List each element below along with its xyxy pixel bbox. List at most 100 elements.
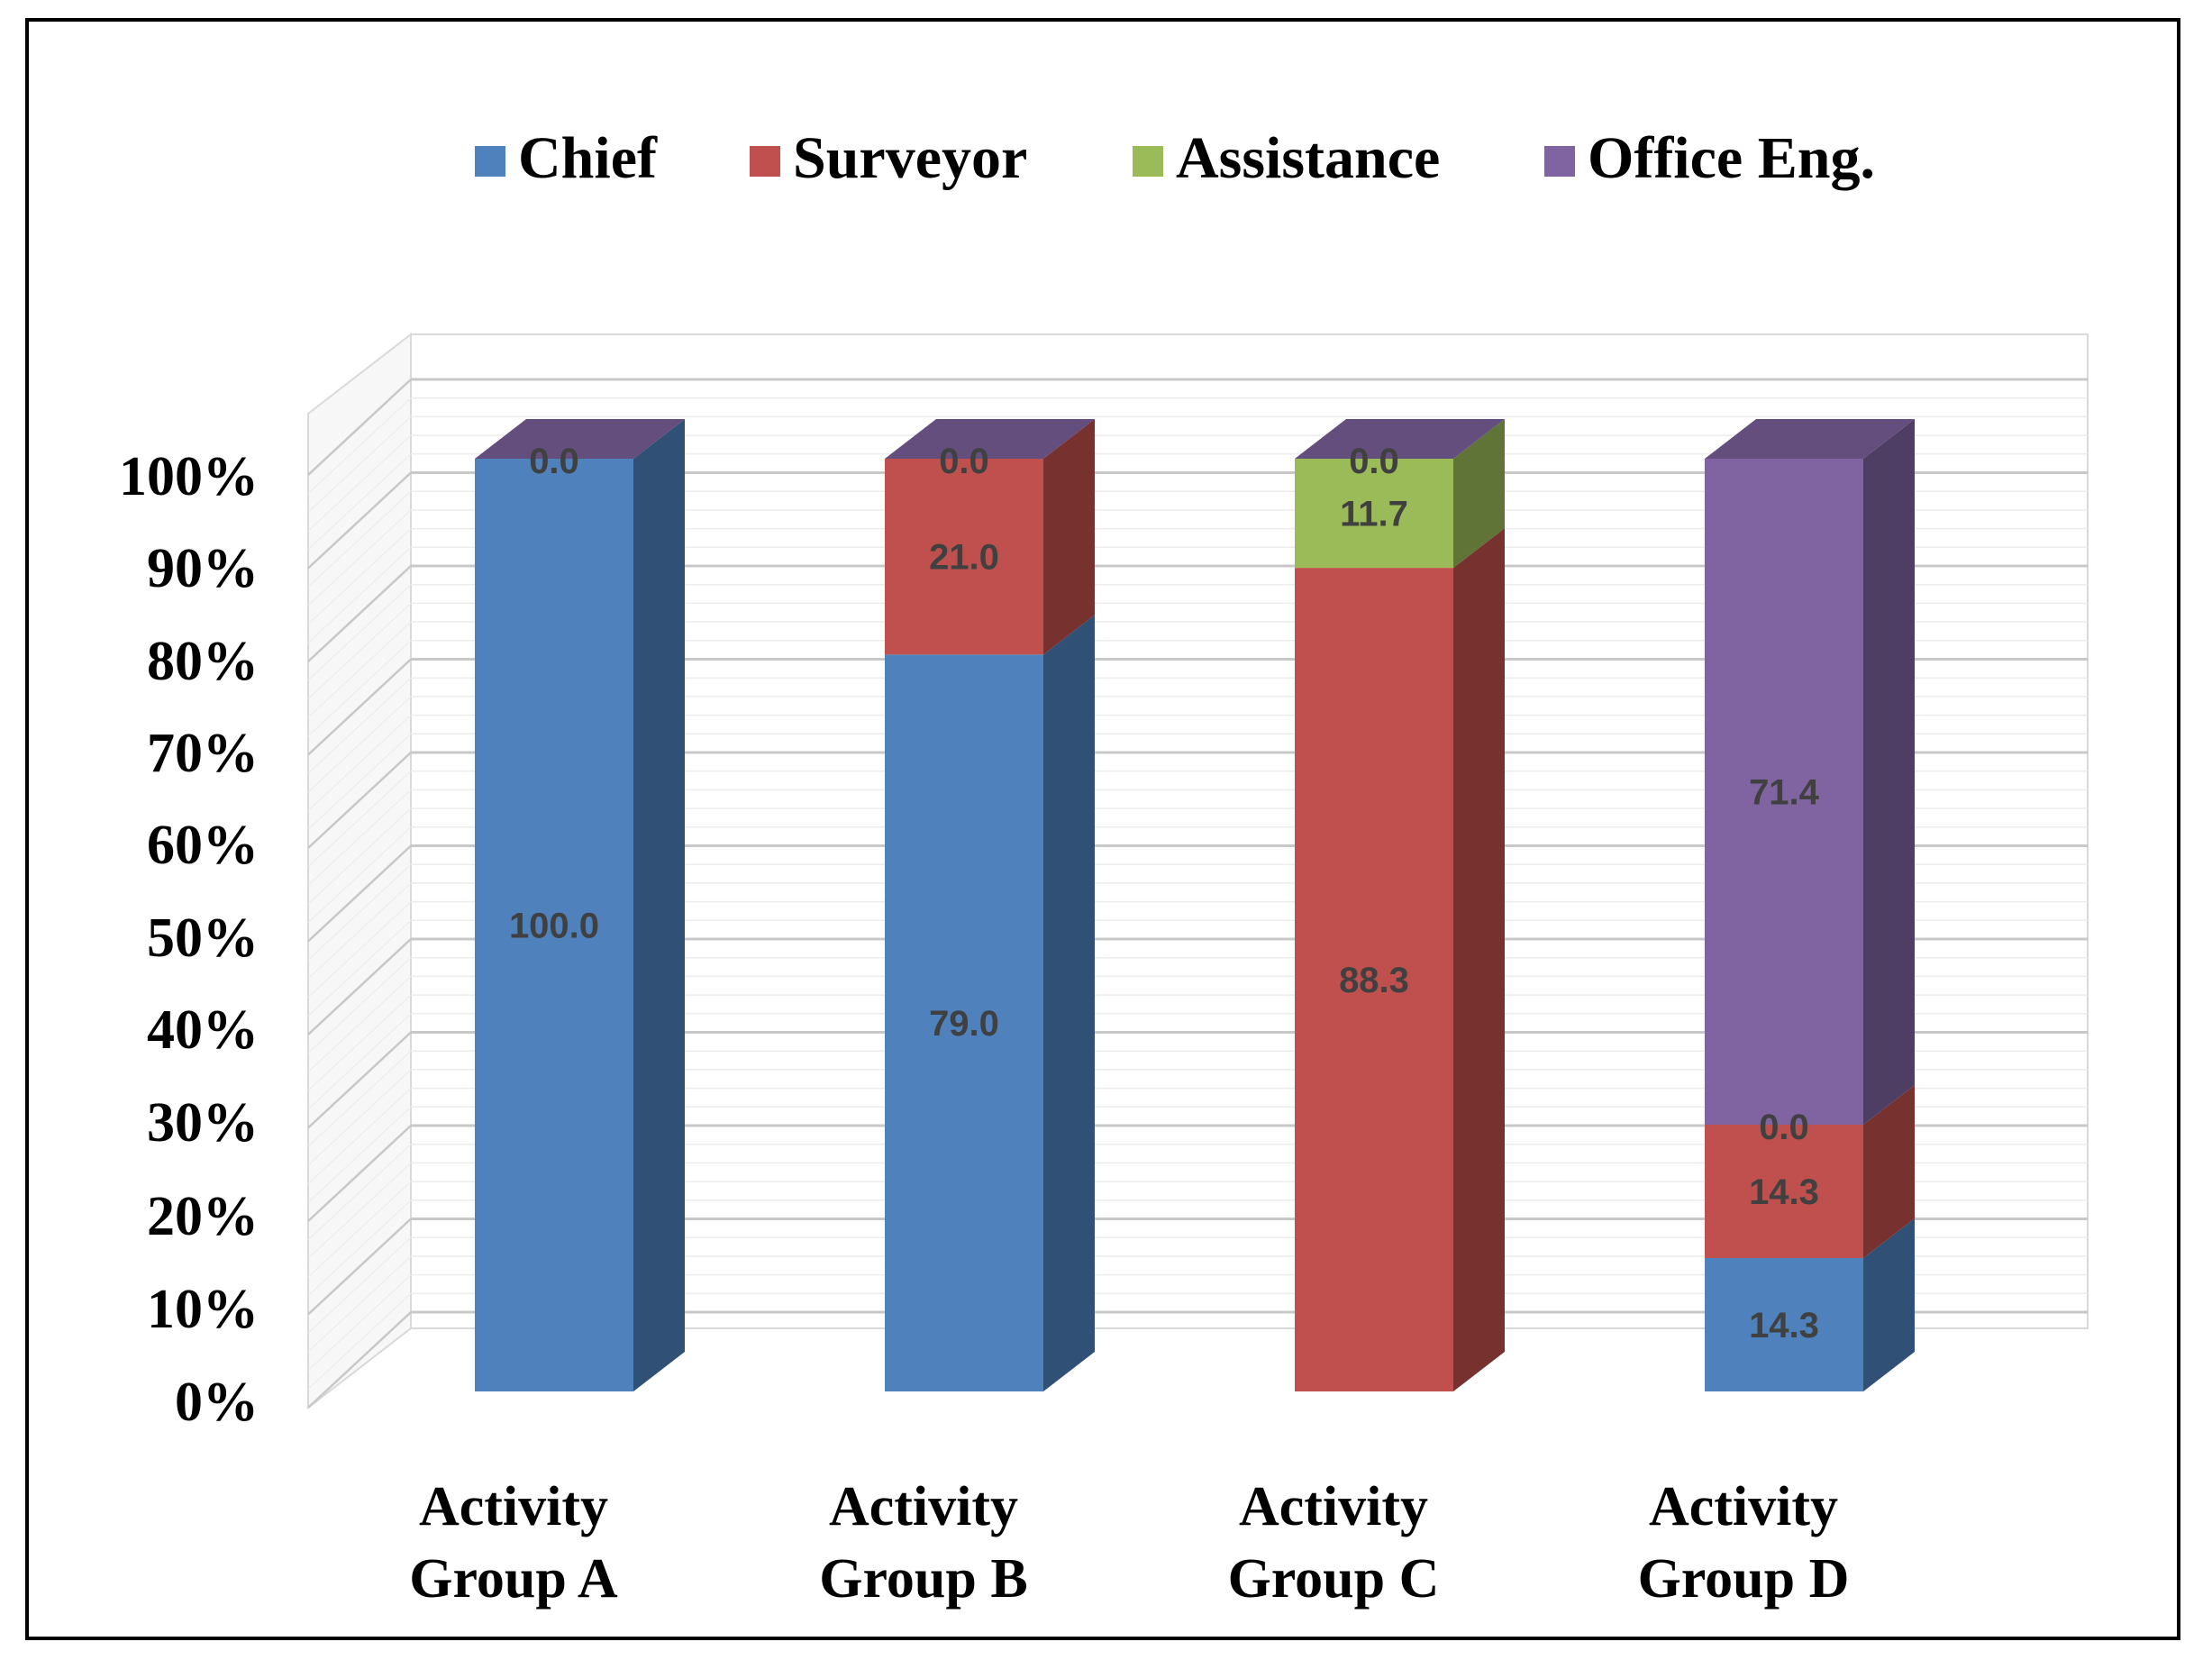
y-tick-label: 60% [147, 815, 259, 876]
side-minor-gridline [307, 509, 412, 607]
side-minor-gridline [307, 546, 412, 643]
bar-segment-front [885, 654, 1043, 1391]
bar-top-cap [1705, 419, 1915, 459]
side-major-gridline [307, 565, 412, 662]
side-minor-gridline [307, 1236, 412, 1334]
side-minor-gridline [307, 602, 412, 699]
bar-segment-front [1295, 459, 1453, 569]
side-major-gridline [307, 752, 412, 849]
bar-segment-front [1705, 459, 1863, 1125]
side-minor-gridline [307, 789, 412, 886]
legend-swatch [1133, 146, 1163, 177]
side-minor-gridline [307, 1088, 412, 1185]
side-minor-gridline [307, 1106, 412, 1203]
bar-segment-side [1863, 1084, 1915, 1258]
side-minor-gridline [307, 1199, 412, 1297]
side-major-gridline [307, 844, 412, 943]
data-label: 88.3 [1339, 961, 1409, 1000]
side-minor-gridline [307, 1050, 412, 1147]
chart-walls [307, 332, 2089, 1410]
bar-top-cap [885, 419, 1095, 459]
side-major-gridline [307, 938, 412, 1035]
y-tick-label: 90% [147, 538, 259, 599]
side-minor-gridline [307, 453, 412, 551]
bar-segment-side [1453, 528, 1505, 1391]
data-label: 21.0 [929, 538, 999, 578]
side-minor-gridline [307, 975, 412, 1072]
legend-item-assistance: Assistance [1133, 125, 1440, 191]
legend-swatch [475, 146, 505, 177]
legend-label: Assistance [1176, 125, 1440, 191]
y-tick-label: 40% [147, 999, 259, 1061]
data-label: 100.0 [509, 907, 599, 946]
data-labels: 100.0 0.0 79.0 21.0 0.0 88.3 11.7 0.0 14.3 14.3 0.… [509, 442, 1820, 1345]
bar-segment-front [1705, 1124, 1863, 1258]
bar-segment-front [475, 459, 633, 1391]
legend-item-chief: Chief [475, 125, 658, 191]
category-label: Activity [829, 1476, 1018, 1537]
data-label: 11.7 [1340, 495, 1408, 534]
legend-item-office-eng: Office Eng. [1544, 125, 1875, 191]
bar-top-cap [1295, 419, 1505, 459]
side-major-gridline [307, 1311, 412, 1409]
side-major-gridline [307, 1031, 412, 1129]
side-major-gridline [307, 1218, 412, 1316]
legend: Chief Surveyor Assistance Office Eng. [475, 125, 1875, 191]
y-tick-label: 50% [147, 908, 259, 969]
side-major-gridline [307, 658, 412, 756]
y-tick-label: 10% [147, 1279, 259, 1340]
bar-segment-front [1705, 1257, 1863, 1391]
side-minor-gridline [307, 490, 412, 588]
side-minor-gridline [307, 621, 412, 718]
legend-label: Chief [518, 125, 658, 191]
side-minor-gridline [307, 1292, 412, 1390]
side-minor-gridline [307, 397, 412, 495]
side-minor-gridline [307, 1144, 412, 1241]
side-minor-gridline [307, 415, 412, 513]
y-tick-label: 100% [119, 446, 259, 507]
category-label: Activity [1239, 1476, 1428, 1537]
side-minor-gridline [307, 584, 412, 681]
side-minor-gridline [307, 901, 412, 999]
side-minor-gridline [307, 994, 412, 1091]
side-minor-gridline [307, 733, 412, 830]
category-label: Group B [819, 1548, 1027, 1610]
side-major-gridline [307, 471, 412, 570]
side-minor-gridline [307, 434, 412, 532]
side-minor-gridline [307, 1255, 412, 1353]
side-minor-gridline [307, 826, 412, 924]
side-minor-gridline [307, 771, 412, 868]
category-label: Group A [409, 1548, 618, 1610]
data-label: 71.4 [1749, 772, 1820, 812]
category-label: Group D [1638, 1548, 1850, 1610]
chart-frame: 0% 10% 20% 30% 40% 50% 60% 70% 80% 90% 100% 100.0 0… [25, 18, 2180, 1640]
y-tick-label: 30% [147, 1092, 259, 1154]
back-wall [410, 333, 2089, 1329]
bar-segment-side [1453, 419, 1505, 569]
y-tick-label: 80% [147, 631, 259, 692]
bar-segment-side [1863, 1218, 1915, 1391]
data-label: 0.0 [1349, 442, 1399, 481]
category-label: Activity [419, 1476, 608, 1537]
x-axis-categories: Activity Group A Activity Group B Activity Gr… [409, 1476, 1849, 1610]
y-tick-label: 70% [147, 723, 259, 784]
side-minor-gridline [307, 1181, 412, 1278]
bar-top-cap [475, 419, 685, 459]
side-minor-gridline [307, 882, 412, 980]
side-minor-gridline [307, 957, 412, 1054]
category-label: Activity [1649, 1476, 1838, 1537]
side-minor-gridline [307, 1162, 412, 1259]
data-label: 14.3 [1749, 1172, 1819, 1212]
legend-label: Office Eng. [1588, 125, 1875, 191]
side-minor-gridline [307, 640, 412, 737]
side-minor-gridline [307, 1069, 412, 1166]
y-tick-label: 20% [147, 1186, 259, 1247]
legend-item-surveyor: Surveyor [750, 125, 1027, 191]
data-label: 0.0 [939, 442, 989, 481]
legend-swatch [750, 146, 780, 177]
side-major-gridline [307, 1125, 412, 1222]
data-label: 14.3 [1749, 1306, 1819, 1345]
bar-segment-side [1043, 419, 1095, 655]
bar-segment-side [633, 419, 685, 1391]
bars [475, 419, 1915, 1391]
